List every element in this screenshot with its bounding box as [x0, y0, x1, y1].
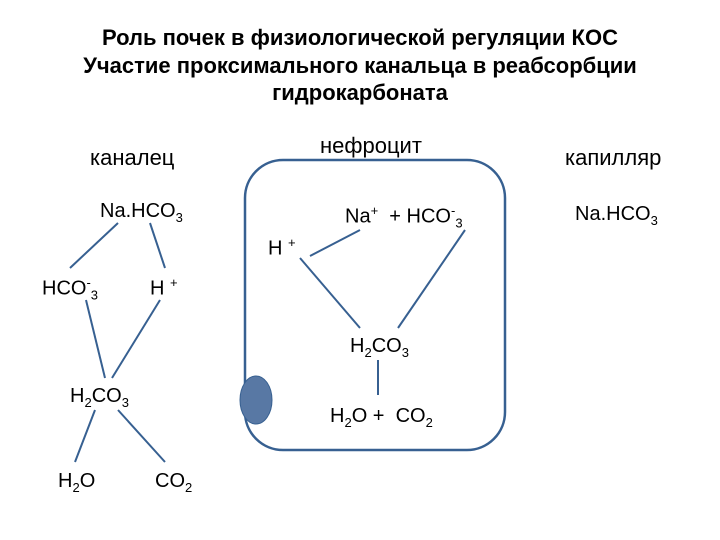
flow-line: [86, 300, 105, 378]
enzyme-blob: [240, 376, 272, 424]
flow-line: [118, 410, 165, 462]
flow-line: [150, 223, 165, 268]
label-cell-na-hco3: Na+ + HCO-3: [345, 203, 463, 231]
label-cell-h2co3: H2CO3: [350, 335, 409, 360]
slide-root: Роль почек в физиологической регуляции К…: [0, 0, 720, 540]
label-cell-hplus: H +: [268, 235, 296, 261]
flow-line: [75, 410, 95, 462]
flow-line: [112, 300, 160, 378]
label-tubule: каналец: [90, 145, 174, 171]
label-right-nahco3: Na.HCO3: [575, 203, 658, 228]
label-nephrocyte: нефроцит: [320, 133, 422, 159]
slide-title: Роль почек в физиологической регуляции К…: [30, 24, 690, 107]
label-left-h2co3: H2CO3: [70, 385, 129, 410]
label-left-nahco3: Na.HCO3: [100, 200, 183, 225]
label-capillary: капилляр: [565, 145, 661, 171]
label-left-hco3: HCO-3: [42, 275, 98, 303]
label-left-h2o: H2O: [58, 470, 95, 495]
flow-line: [70, 223, 118, 268]
flow-line: [300, 258, 360, 328]
flow-line: [310, 230, 360, 256]
label-left-hplus: H +: [150, 275, 178, 301]
label-left-co2: CO2: [155, 470, 192, 495]
label-cell-h2o-co2: H2O + CO2: [330, 405, 433, 430]
flow-line: [398, 230, 465, 328]
